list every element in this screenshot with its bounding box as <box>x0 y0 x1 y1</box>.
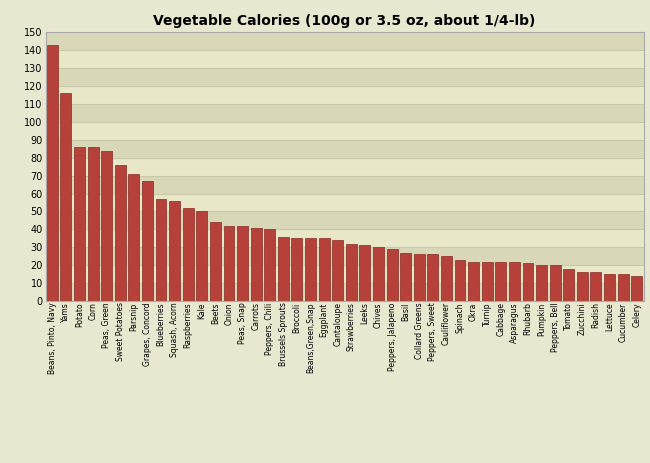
Bar <box>265 229 275 301</box>
Bar <box>441 256 452 301</box>
Bar <box>88 147 99 301</box>
Bar <box>115 165 125 301</box>
Bar <box>46 283 644 301</box>
Bar <box>46 212 644 229</box>
Bar <box>495 262 506 301</box>
Bar <box>400 253 411 301</box>
Bar <box>46 122 644 140</box>
Bar <box>305 238 316 301</box>
Bar <box>359 245 370 301</box>
Bar <box>46 265 644 283</box>
Bar <box>237 226 248 301</box>
Bar <box>46 247 644 265</box>
Bar <box>210 222 221 301</box>
Bar <box>196 212 207 301</box>
Bar <box>251 227 261 301</box>
Bar <box>590 272 601 301</box>
Bar <box>129 174 139 301</box>
Bar <box>523 263 534 301</box>
Bar <box>169 200 180 301</box>
Bar <box>46 194 644 212</box>
Bar <box>60 93 72 301</box>
Bar <box>618 274 629 301</box>
Bar <box>454 260 465 301</box>
Bar <box>278 237 289 301</box>
Bar <box>46 104 644 122</box>
Bar <box>373 247 384 301</box>
Title: Vegetable Calories (100g or 3.5 oz, about 1/4-lb): Vegetable Calories (100g or 3.5 oz, abou… <box>153 14 536 28</box>
Bar <box>46 68 644 86</box>
Bar <box>46 86 644 104</box>
Bar <box>550 265 560 301</box>
Bar <box>509 262 520 301</box>
Bar <box>428 254 438 301</box>
Bar <box>387 249 398 301</box>
Bar <box>46 50 644 68</box>
Bar <box>577 272 588 301</box>
Bar <box>332 240 343 301</box>
Bar <box>46 140 644 158</box>
Bar <box>631 276 642 301</box>
Bar <box>414 254 424 301</box>
Bar <box>482 262 493 301</box>
Bar <box>74 147 85 301</box>
Bar <box>142 181 153 301</box>
Bar <box>346 244 357 301</box>
Bar <box>46 158 644 175</box>
Bar <box>224 226 235 301</box>
Bar <box>46 32 644 50</box>
Bar <box>46 229 644 247</box>
Bar <box>101 150 112 301</box>
Bar <box>536 265 547 301</box>
Bar <box>604 274 615 301</box>
Bar <box>155 199 166 301</box>
Bar <box>183 208 194 301</box>
Bar <box>291 238 302 301</box>
Bar <box>318 238 330 301</box>
Bar <box>468 262 479 301</box>
Bar <box>47 45 58 301</box>
Bar <box>46 175 644 194</box>
Bar <box>564 269 574 301</box>
